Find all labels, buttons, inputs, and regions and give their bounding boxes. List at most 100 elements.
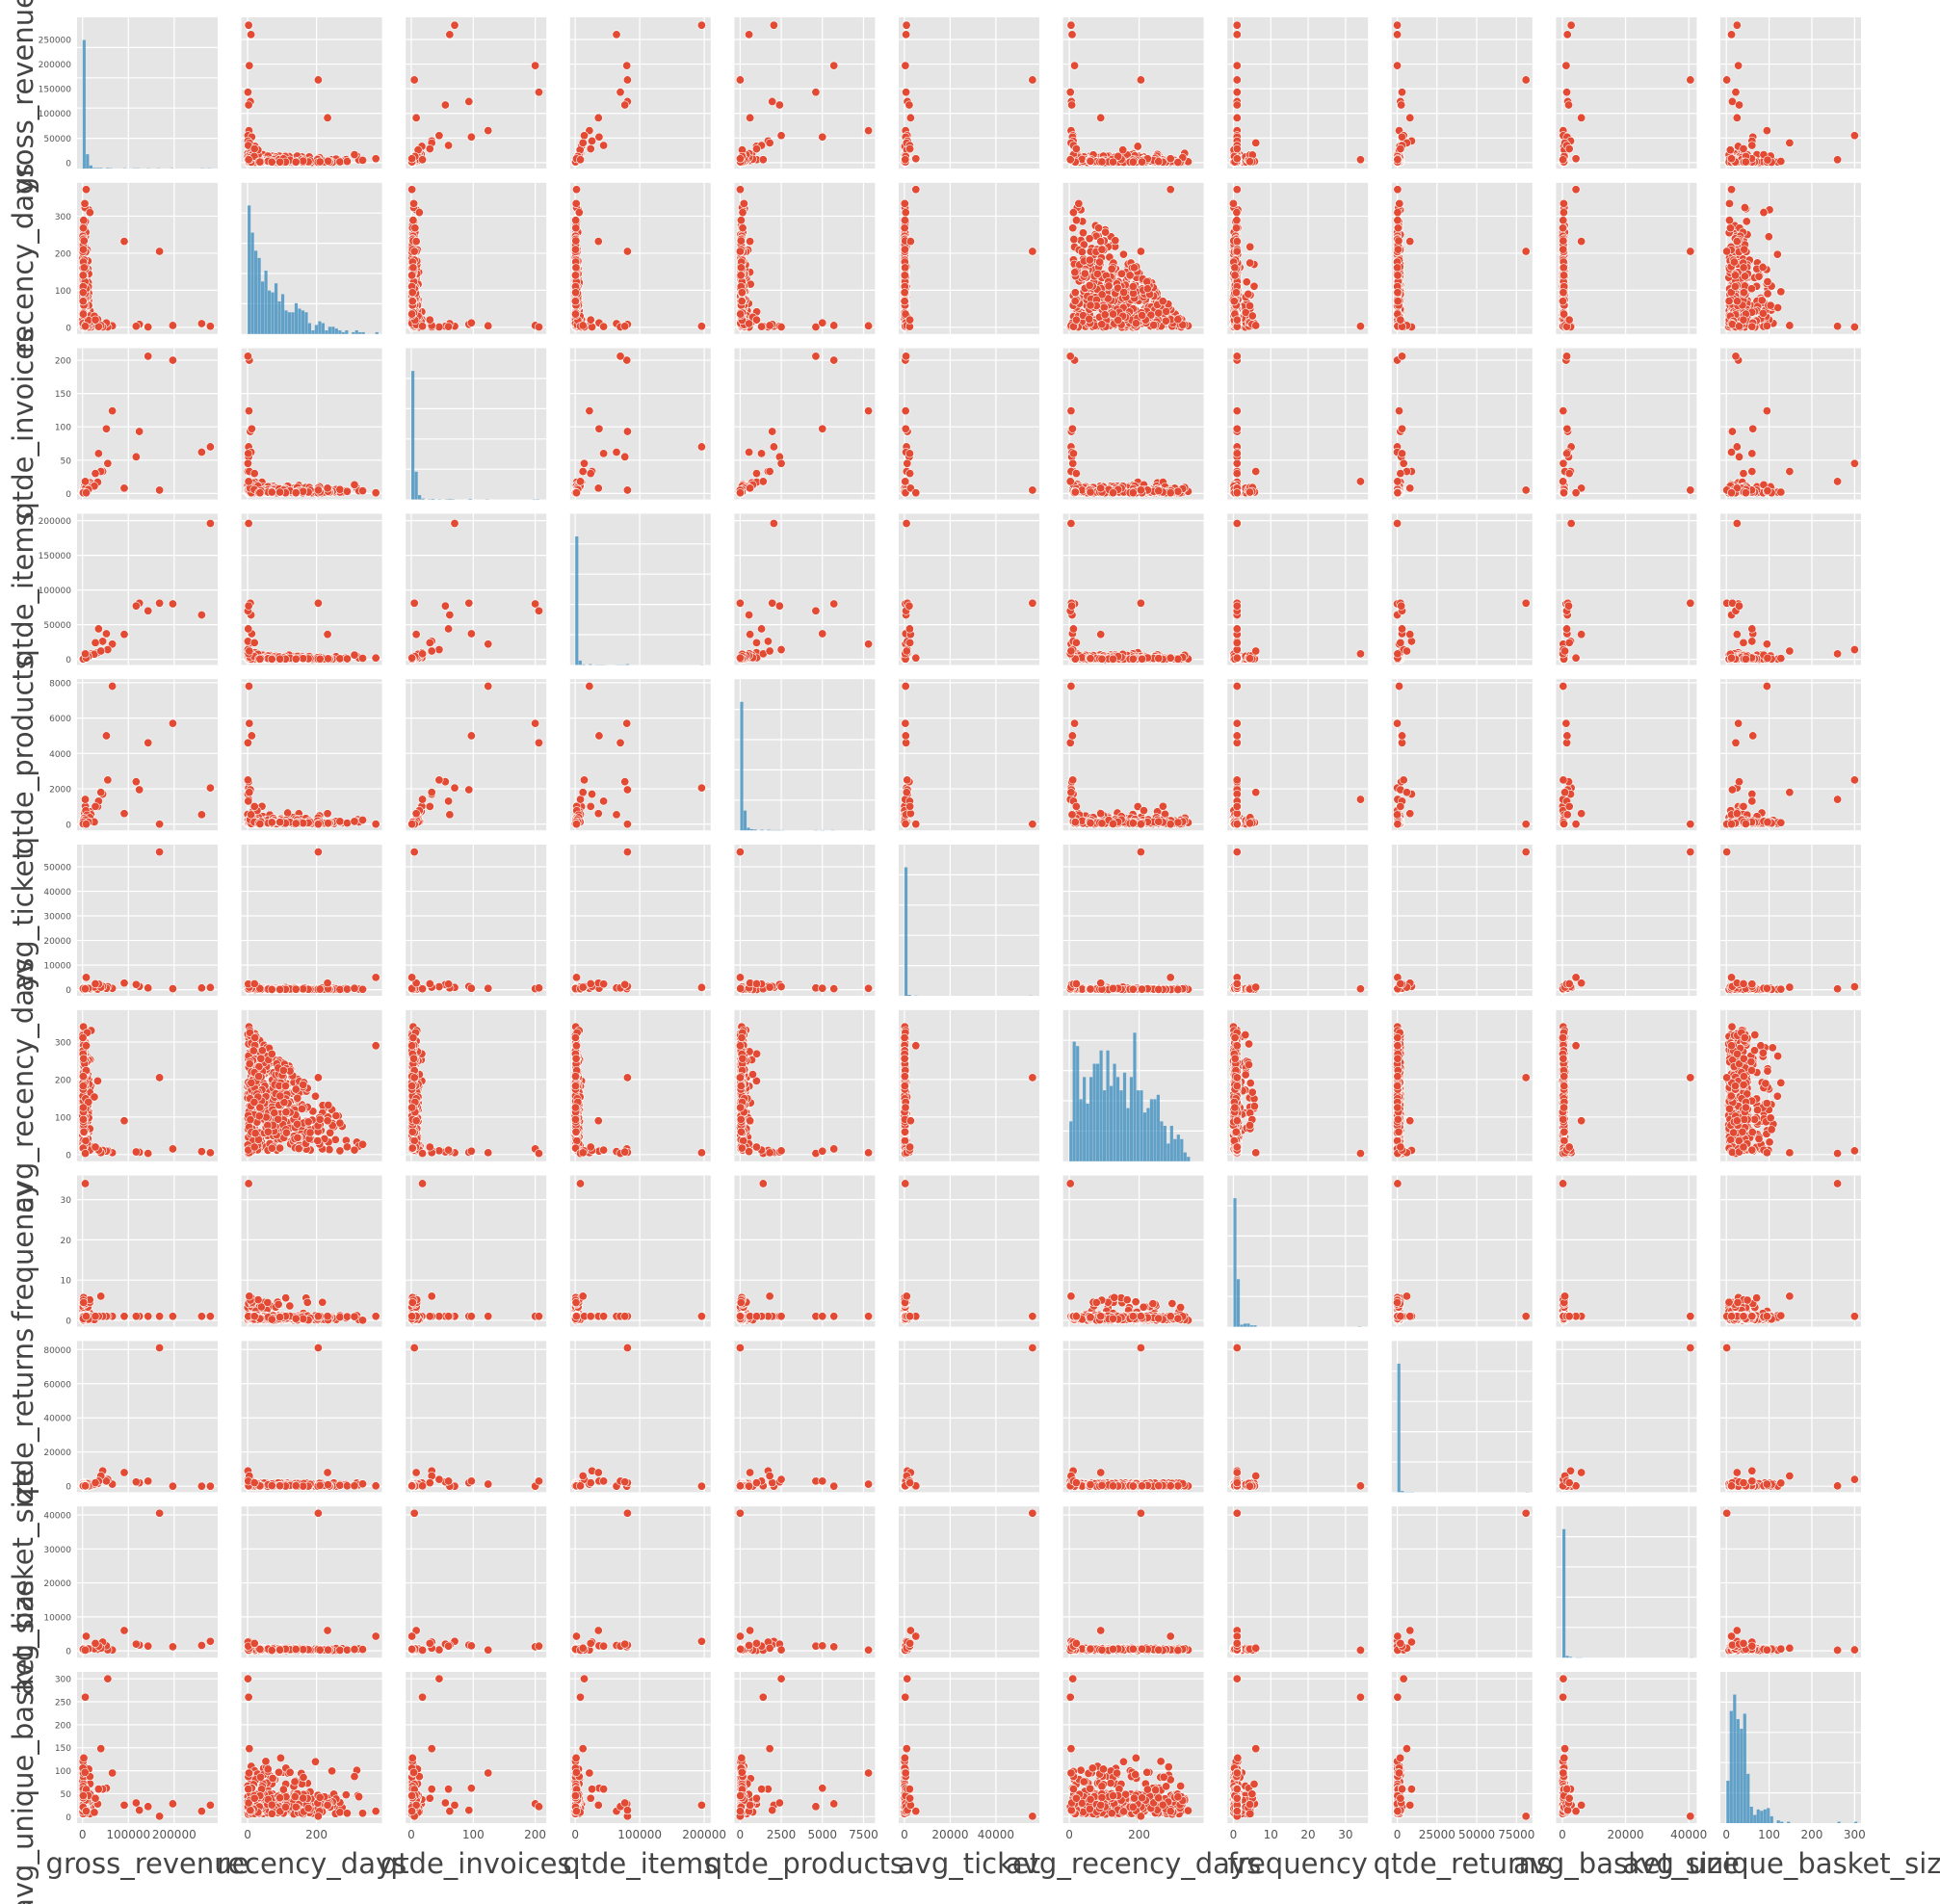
scatter-point — [1109, 158, 1116, 166]
scatter-point — [1562, 89, 1570, 96]
scatter-point — [1072, 144, 1080, 152]
scatter-point — [316, 158, 324, 166]
scatter-point — [768, 97, 775, 105]
scatter-point — [1572, 155, 1580, 163]
scatter-point — [1233, 76, 1241, 84]
scatter-point — [1233, 101, 1241, 109]
scatter-point — [576, 156, 584, 164]
scatter-point — [1137, 76, 1144, 84]
scatter-point — [616, 89, 624, 96]
scatter-point — [1067, 21, 1075, 29]
scatter-point — [588, 137, 595, 144]
scatter-point — [268, 158, 275, 166]
scatter-point — [752, 144, 760, 152]
scatter-point — [1233, 62, 1241, 69]
scatter-point — [1087, 157, 1094, 165]
scatter-point — [1233, 155, 1241, 163]
panel-gross_revenue-vs-avg_basket_size — [1556, 17, 1696, 169]
scatter-point — [775, 101, 783, 109]
scatter-point — [299, 157, 306, 165]
scatter-point — [1233, 89, 1241, 96]
scatter-point — [1134, 143, 1141, 150]
y-tick-label: 250000 — [39, 37, 72, 46]
scatter-point — [412, 114, 420, 121]
panel-gross_revenue-vs-avg_ticket — [899, 17, 1039, 169]
scatter-point — [465, 97, 473, 105]
scatter-point — [324, 114, 331, 121]
scatter-point — [1252, 139, 1260, 146]
scatter-point — [736, 155, 744, 163]
histogram-bar — [86, 154, 89, 169]
y-tick-label: 50000 — [43, 135, 71, 144]
scatter-point — [1067, 101, 1075, 109]
scatter-point — [250, 144, 258, 152]
panel-gross_revenue-vs-qtde_products — [734, 17, 875, 169]
scatter-point — [1167, 155, 1174, 163]
scatter-point — [736, 76, 744, 84]
panel-gross_revenue-vs-recency_days — [242, 17, 382, 169]
scatter-point — [446, 31, 454, 39]
scatter-point — [418, 156, 426, 164]
scatter-point — [1398, 89, 1405, 96]
scatter-point — [324, 157, 331, 165]
scatter-point — [244, 89, 251, 96]
scatter-point — [830, 62, 838, 69]
scatter-point — [275, 158, 283, 166]
scatter-point — [1129, 158, 1137, 166]
scatter-point — [1029, 76, 1036, 84]
scatter-point — [766, 139, 773, 146]
histogram-bar — [90, 166, 92, 169]
scatter-point — [407, 155, 415, 163]
panel-gross_revenue-vs-qtde_returns — [1392, 17, 1533, 169]
scatter-point — [770, 21, 777, 29]
scatter-point — [246, 62, 253, 69]
scatter-point — [1356, 156, 1364, 164]
scatter-point — [1068, 31, 1076, 39]
scatter-point — [343, 157, 351, 165]
panel-background — [77, 17, 218, 169]
scatter-point — [1397, 101, 1404, 109]
histogram-bar — [106, 168, 109, 169]
scatter-point — [441, 101, 449, 109]
scatter-point — [245, 101, 252, 109]
scatter-point — [1155, 158, 1163, 166]
scatter-point — [535, 89, 542, 96]
scatter-point — [613, 31, 620, 39]
scatter-point — [812, 89, 820, 96]
scatter-point — [1245, 158, 1253, 166]
scatter-point — [1066, 89, 1074, 96]
scatter-point — [777, 132, 785, 140]
y-tick-label: 150000 — [39, 86, 72, 95]
y-tick-label: 200000 — [39, 61, 72, 70]
scatter-point — [580, 132, 588, 140]
histogram-bar — [99, 168, 102, 169]
scatter-point — [1174, 158, 1182, 166]
scatter-point — [1393, 62, 1401, 69]
scatter-point — [1233, 144, 1241, 152]
panel-gross_revenue-vs-qtde_invoices — [406, 17, 546, 169]
scatter-point — [621, 101, 629, 109]
scatter-point — [1393, 31, 1401, 39]
scatter-point — [314, 76, 322, 84]
scatter-point — [1564, 101, 1572, 109]
scatter-point — [1097, 114, 1105, 121]
scatter-point — [905, 101, 913, 109]
scatter-point — [435, 132, 443, 140]
scatter-point — [1559, 156, 1566, 164]
scatter-point — [1394, 156, 1402, 164]
scatter-point — [902, 62, 909, 69]
scatter-point — [1406, 114, 1414, 121]
scatter-point — [1393, 21, 1401, 29]
scatter-point — [247, 31, 254, 39]
scatter-point — [336, 158, 344, 166]
histogram-bar — [92, 168, 95, 169]
scatter-point — [594, 114, 602, 121]
panel-gross_revenue-vs-avg_recency_days — [1063, 17, 1204, 169]
scatter-point — [485, 126, 492, 134]
scatter-point — [410, 76, 418, 84]
scatter-point — [531, 62, 538, 69]
y-tick-label: 0 — [66, 159, 71, 169]
scatter-point — [746, 114, 753, 121]
scatter-point — [903, 21, 910, 29]
